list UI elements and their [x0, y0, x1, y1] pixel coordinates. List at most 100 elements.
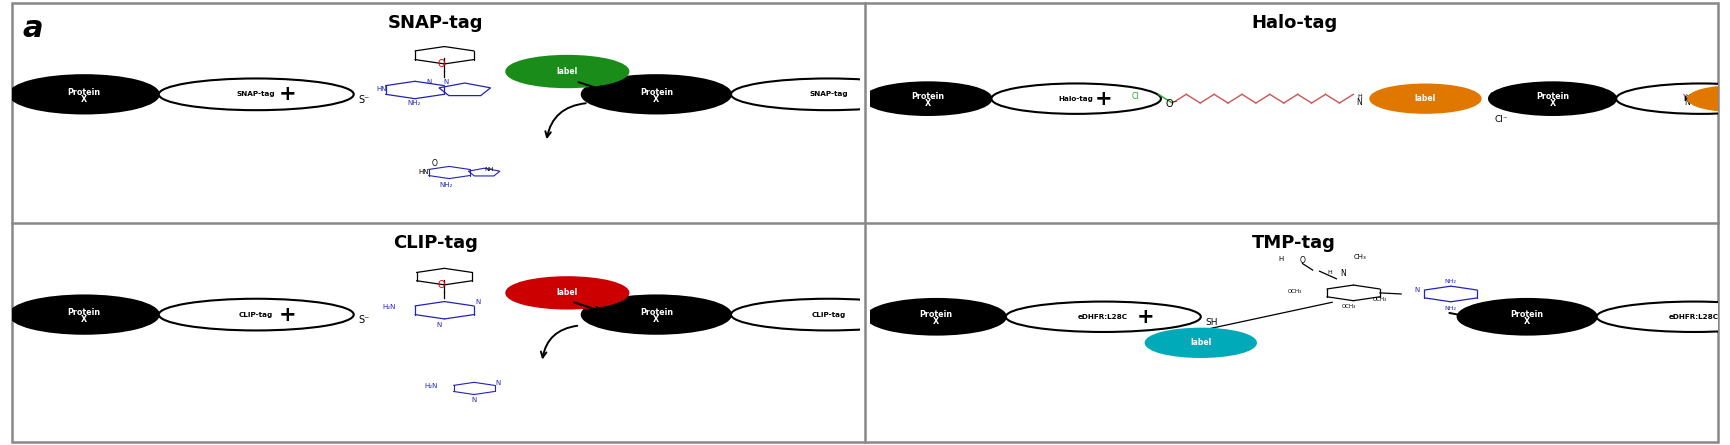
Text: NH₂: NH₂	[407, 100, 420, 106]
Text: X: X	[932, 317, 939, 326]
Circle shape	[1145, 329, 1256, 357]
Text: N: N	[495, 380, 500, 386]
Circle shape	[922, 132, 1024, 158]
Text: label: label	[1727, 94, 1730, 103]
Text: NH₂: NH₂	[1445, 279, 1457, 284]
Text: X: X	[654, 315, 659, 324]
Text: O⁻: O⁻	[1166, 99, 1178, 109]
Circle shape	[507, 56, 628, 87]
Text: SNAP-tag: SNAP-tag	[237, 91, 275, 97]
Text: CLIP-tag: CLIP-tag	[393, 234, 479, 252]
Circle shape	[1688, 86, 1730, 111]
Ellipse shape	[732, 299, 926, 331]
Text: HN: HN	[377, 86, 388, 92]
Ellipse shape	[1005, 302, 1201, 332]
Text: X: X	[81, 95, 86, 104]
Ellipse shape	[1616, 84, 1730, 114]
Text: N: N	[1341, 269, 1346, 278]
Text: N: N	[1356, 97, 1362, 107]
Text: Cl⁻: Cl⁻	[1495, 115, 1509, 124]
Text: Protein: Protein	[67, 88, 100, 97]
Text: H: H	[1685, 94, 1690, 99]
Text: Protein: Protein	[1510, 310, 1543, 319]
Text: Protein: Protein	[67, 308, 100, 317]
Ellipse shape	[732, 78, 926, 110]
Text: N: N	[1685, 97, 1690, 107]
Ellipse shape	[865, 82, 991, 115]
Text: S⁻: S⁻	[358, 95, 368, 105]
Text: X: X	[654, 95, 659, 104]
Text: X: X	[926, 99, 931, 108]
Ellipse shape	[1458, 299, 1597, 335]
Text: H: H	[1356, 94, 1362, 99]
Text: SNAP-tag: SNAP-tag	[388, 14, 484, 32]
Text: SH: SH	[1206, 318, 1218, 327]
Text: SNAP-tag: SNAP-tag	[810, 91, 848, 97]
Text: X: X	[1550, 99, 1555, 108]
Text: eDHFR:L28C: eDHFR:L28C	[1078, 314, 1128, 320]
Text: X: X	[81, 315, 86, 324]
Text: Protein: Protein	[640, 308, 673, 317]
Text: a: a	[22, 14, 43, 43]
Text: O: O	[431, 159, 438, 169]
Text: O: O	[438, 59, 445, 69]
Text: Cl: Cl	[1131, 92, 1138, 101]
Ellipse shape	[10, 75, 159, 113]
Circle shape	[922, 352, 1024, 378]
Text: CH₃: CH₃	[1355, 254, 1367, 260]
Text: Protein: Protein	[912, 92, 945, 101]
Ellipse shape	[159, 299, 353, 331]
Circle shape	[507, 277, 628, 308]
Text: H₂N: H₂N	[424, 383, 438, 389]
Text: NH₂: NH₂	[439, 182, 453, 188]
Ellipse shape	[1597, 302, 1730, 332]
Text: label: label	[1190, 338, 1211, 348]
Text: N: N	[427, 79, 432, 85]
Text: H₂N: H₂N	[382, 304, 396, 310]
Text: N: N	[443, 79, 448, 85]
Text: Protein: Protein	[640, 88, 673, 97]
Text: label: label	[557, 67, 578, 76]
Text: TMP-tag: TMP-tag	[1253, 234, 1336, 252]
Text: N: N	[476, 299, 481, 305]
Text: Halo-tag: Halo-tag	[1059, 96, 1093, 101]
Ellipse shape	[159, 78, 353, 110]
Text: NH: NH	[484, 167, 493, 172]
Text: HN: HN	[419, 169, 429, 175]
Text: label: label	[1415, 94, 1436, 103]
Text: Protein: Protein	[920, 310, 953, 319]
Ellipse shape	[1490, 82, 1616, 115]
Text: Halo-tag: Halo-tag	[1251, 14, 1337, 32]
Ellipse shape	[10, 295, 159, 334]
Text: eDHFR:L28C: eDHFR:L28C	[1669, 314, 1720, 320]
Ellipse shape	[581, 75, 732, 113]
Text: OCH₃: OCH₃	[1342, 303, 1356, 309]
Text: S: S	[931, 315, 936, 325]
Text: H: H	[1327, 270, 1332, 275]
Text: Protein: Protein	[1536, 92, 1569, 101]
Text: N: N	[436, 323, 441, 328]
Ellipse shape	[581, 295, 732, 334]
Text: +: +	[279, 84, 296, 104]
Text: H: H	[1278, 256, 1284, 262]
Text: O: O	[1299, 256, 1306, 265]
Ellipse shape	[991, 84, 1161, 114]
Circle shape	[1370, 85, 1481, 113]
Text: S: S	[931, 95, 936, 105]
Text: Halo-tag: Halo-tag	[1683, 96, 1718, 101]
Text: CLIP-tag: CLIP-tag	[239, 312, 273, 318]
Ellipse shape	[867, 299, 1005, 335]
Text: N: N	[1415, 287, 1420, 293]
Text: CLIP-tag: CLIP-tag	[811, 312, 846, 318]
Text: +: +	[1137, 307, 1154, 327]
Text: NH₂: NH₂	[1445, 306, 1457, 311]
FancyBboxPatch shape	[12, 3, 1718, 442]
Text: O: O	[438, 280, 445, 290]
Text: +: +	[1095, 89, 1112, 109]
Text: label: label	[962, 141, 983, 150]
Text: +: +	[279, 304, 296, 324]
Text: OCH₃: OCH₃	[1289, 289, 1303, 294]
Text: label: label	[962, 360, 983, 369]
Text: label: label	[557, 288, 578, 297]
Text: OCH₃: OCH₃	[1372, 297, 1387, 303]
